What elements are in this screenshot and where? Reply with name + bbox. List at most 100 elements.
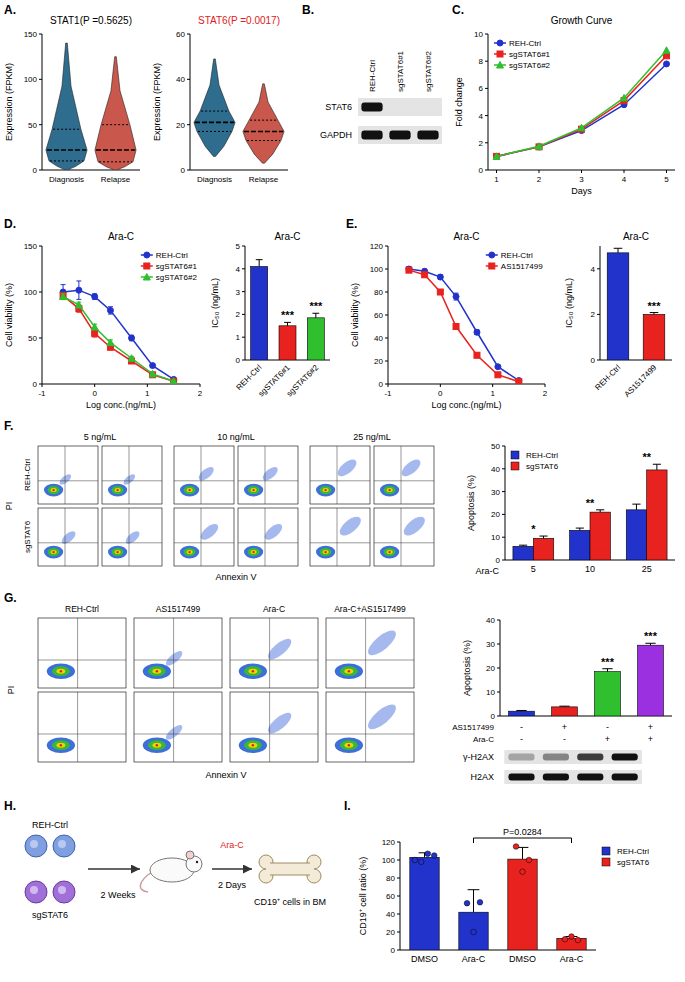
flow-cloud — [387, 550, 393, 554]
point — [128, 355, 135, 362]
y-tick — [39, 246, 42, 247]
treatment-sign: + — [648, 734, 653, 744]
title: STAT1(P =0.5625) — [50, 15, 132, 26]
y-tick — [485, 34, 488, 35]
treatment-sign: - — [520, 722, 523, 732]
x-tick-label: 2 — [198, 389, 203, 398]
panel-letter: E. — [346, 217, 357, 231]
y-tick — [397, 842, 400, 843]
cell-label: sgSTAT6 — [32, 910, 68, 920]
x-tick — [147, 384, 148, 387]
y-tick-label: 30 — [491, 488, 500, 497]
column-header: AS1517499 — [156, 604, 201, 614]
bar — [590, 512, 610, 560]
error-bar — [614, 248, 623, 253]
x-tick-label: REH-Ctrl — [593, 363, 622, 392]
q1-line — [50, 160, 83, 161]
gate — [326, 734, 414, 735]
x-tick-label: 2 — [543, 389, 548, 398]
error-bar — [516, 710, 526, 712]
gate — [38, 480, 98, 481]
legend-label: sgSTAT6 — [526, 462, 559, 471]
plot-area — [60, 281, 178, 384]
x-axis — [42, 170, 140, 171]
gate — [173, 692, 174, 762]
flow-cloud — [251, 488, 257, 492]
title: Ara-C — [453, 231, 479, 242]
error-bar — [108, 340, 113, 346]
y-tick-label: 0 — [391, 946, 396, 955]
gate — [174, 542, 234, 543]
y-tick — [485, 115, 488, 116]
y-tick-label: 80 — [374, 288, 383, 297]
band — [508, 774, 534, 781]
band — [543, 774, 569, 781]
x-tick — [624, 170, 625, 173]
error-bar — [312, 313, 319, 318]
x-tick-label: 1 — [145, 389, 150, 398]
q1-line — [247, 140, 280, 141]
gate — [102, 542, 162, 543]
x-tick — [545, 384, 546, 387]
gate — [65, 508, 66, 566]
y-tick — [187, 124, 190, 125]
legend-marker — [497, 51, 503, 57]
comparison-label: P=0.0284 — [503, 827, 542, 837]
y-tick-label: 0 — [181, 166, 186, 175]
x-tick — [388, 384, 389, 387]
violin — [243, 84, 284, 163]
x-tick-label: AS1517499 — [622, 363, 658, 399]
y-tick-label: 0 — [33, 166, 38, 175]
legend-swatch — [602, 858, 610, 866]
y-tick — [397, 878, 400, 879]
data-point — [575, 937, 581, 943]
y-tick — [242, 314, 245, 315]
cell — [53, 835, 75, 857]
significance: ** — [586, 497, 595, 509]
flow-frame — [310, 446, 370, 504]
x-tick — [200, 384, 201, 387]
flow-plot — [238, 508, 298, 566]
flow-frame — [134, 692, 222, 762]
flow-frame — [38, 508, 98, 566]
point — [437, 274, 443, 280]
band — [361, 103, 382, 112]
blot-strip — [504, 750, 642, 764]
error-bar — [474, 353, 479, 358]
lane-label: REH-Ctrl — [368, 60, 377, 92]
y-tick — [502, 446, 505, 447]
x-tick-label: Relapse — [101, 175, 131, 184]
flow-cloud — [335, 738, 363, 753]
y-tick-label: 2 — [479, 139, 484, 148]
flow-frame — [102, 508, 162, 566]
y-tick-label: 6 — [479, 84, 484, 93]
y-tick — [39, 338, 42, 339]
data-point — [412, 857, 418, 863]
y-tick-label: 10 — [474, 30, 483, 39]
gate — [238, 542, 298, 543]
error-bar — [256, 260, 263, 267]
point — [474, 352, 480, 358]
flow-frame — [374, 508, 434, 566]
legend-marker — [497, 62, 504, 69]
x-tick-label: 25 — [642, 564, 652, 574]
flow-plot — [38, 446, 98, 504]
flow-cloud — [380, 546, 399, 559]
flow-cloud — [184, 548, 196, 556]
flow-core — [252, 744, 254, 746]
flow-core — [348, 670, 350, 672]
data-point — [562, 936, 568, 942]
cell-nucleus — [58, 840, 66, 848]
y-tick — [39, 170, 42, 171]
y-axis-title: Apoptosis (%) — [466, 475, 476, 531]
y-tick — [502, 537, 505, 538]
x-tick-label: Ara-C — [560, 954, 584, 964]
point — [494, 153, 500, 159]
y-tick-label: 100 — [24, 75, 38, 84]
flow-frame — [238, 446, 298, 504]
y-axis-title: CD19⁺ cell ratio (%) — [358, 857, 368, 936]
y-tick-label: 10 — [491, 533, 500, 542]
gate — [77, 692, 78, 762]
flow-cloud — [187, 550, 193, 554]
y-tick — [385, 338, 388, 339]
